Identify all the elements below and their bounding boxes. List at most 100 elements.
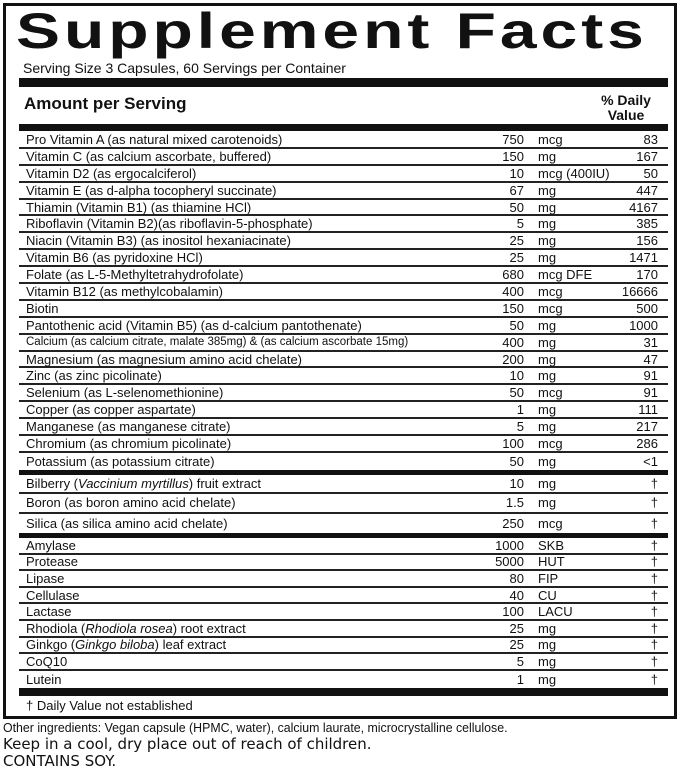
nutrient-daily-value: † [650, 604, 658, 620]
nutrient-daily-value: † [650, 515, 658, 531]
nutrient-name: Vitamin D2 (as ergocalciferol) [26, 165, 197, 181]
nutrient-daily-value: 91 [643, 368, 658, 384]
nutrient-daily-value: 111 [638, 402, 658, 418]
nutrient-daily-value: 286 [636, 435, 658, 451]
nutrient-daily-value: 83 [643, 131, 658, 147]
nutrient-name: Protease [26, 554, 79, 570]
nutrient-name: Selenium (as L-selenomethionine) [26, 385, 224, 401]
nutrient-amount: 10 [509, 476, 524, 492]
nutrient-row: Vitamin D2 (as ergocalciferol) 10 mcg (400… [19, 166, 668, 183]
other-ingredients: Other ingredients: Vegan capsule (HPMC, … [3, 720, 508, 735]
nutrient-name: Calcium (as calcium citrate, malate 385m… [26, 336, 409, 349]
nutrient-unit: mg [538, 402, 557, 418]
nutrient-daily-value: 91 [643, 385, 658, 401]
nutrient-amount: 25 [509, 233, 524, 249]
nutrient-daily-value: † [650, 476, 658, 492]
nutrient-unit: mcg DFE [538, 267, 593, 283]
nutrient-row: Protease 5000 HUT † [19, 554, 668, 572]
nutrient-unit: SKB [538, 537, 565, 553]
nutrient-amount: 50 [509, 317, 524, 333]
nutrient-amount: 25 [509, 637, 524, 653]
nutrient-unit: mg [538, 368, 557, 384]
nutrient-name: Vitamin C (as calcium ascorbate, buffere… [26, 148, 272, 164]
nutrient-unit: mg [538, 653, 557, 669]
nutrient-daily-value: 500 [636, 300, 658, 316]
nutrient-amount: 40 [509, 587, 524, 603]
nutrient-unit: mcg [538, 515, 563, 531]
nutrient-unit: mg [538, 419, 557, 435]
nutrient-row: Copper (as copper aspartate) 1 mg 111 [19, 402, 668, 420]
nutrient-daily-value: <1 [643, 453, 658, 469]
nutrient-daily-value: 156 [636, 233, 658, 249]
nutrient-name: Lactase [26, 604, 72, 620]
nutrient-unit: CU [538, 587, 557, 603]
nutrient-unit: mg [538, 250, 557, 266]
nutrient-name: Niacin (Vitamin B3) (as inositol hexania… [26, 233, 291, 249]
thick-divider [19, 470, 668, 475]
thick-divider [19, 688, 668, 696]
nutrient-amount: 5 [516, 216, 524, 232]
nutrient-row: Selenium (as L-selenomethionine) 50 mcg 91 [19, 385, 668, 403]
nutrient-unit: mg [538, 233, 557, 249]
nutrient-name: Boron (as boron amino acid chelate) [26, 495, 236, 511]
nutrient-unit: mg [538, 216, 557, 232]
nutrient-row: Ginkgo (Ginkgo biloba) leaf extract 25 mg † [19, 637, 668, 655]
nutrient-amount: 1000 [495, 537, 524, 553]
nutrient-amount: 680 [502, 267, 524, 283]
nutrient-amount: 25 [509, 250, 524, 266]
nutrient-amount: 100 [502, 604, 524, 620]
dv-header-line1: % Daily [601, 92, 651, 108]
nutrient-unit: mg [538, 453, 557, 469]
nutrient-unit: LACU [538, 604, 573, 620]
storage-text: Keep in a cool, dry place out of reach o… [3, 735, 372, 753]
thick-divider [19, 124, 668, 131]
nutrient-amount: 400 [502, 334, 524, 350]
nutrient-unit: mg [538, 637, 557, 653]
nutrient-unit: mg [538, 351, 557, 367]
nutrient-daily-value: 447 [636, 182, 658, 198]
nutrient-amount: 50 [509, 453, 524, 469]
nutrient-name: Copper (as copper aspartate) [26, 402, 196, 418]
nutrient-name: Vitamin B6 (as pyridoxine HCl) [26, 250, 203, 266]
nutrient-row: Bilberry (Vaccinium myrtillus) fruit ext… [19, 475, 668, 495]
nutrient-name: Rhodiola (Rhodiola rosea) root extract [26, 620, 246, 636]
nutrient-unit: mg [538, 476, 557, 492]
nutrient-row: Cellulase 40 CU † [19, 588, 668, 605]
nutrient-name: Lutein [26, 671, 62, 687]
nutrient-unit: mcg [538, 435, 563, 451]
nutrient-row: Calcium (as calcium citrate, malate 385m… [19, 335, 668, 352]
nutrient-name: Chromium (as chromium picolinate) [26, 435, 232, 451]
vitamins-minerals-group: Pro Vitamin A (as natural mixed caroteno… [19, 132, 668, 470]
nutrient-row: Vitamin E (as d-alpha tocopheryl succina… [19, 183, 668, 200]
nutrient-name: Folate (as L-5-Methyltetrahydrofolate) [26, 267, 244, 283]
enzymes-group: Amylase 1000 SKB † Protease 5000 HUT † Lipase 80 F… [19, 538, 668, 687]
nutrient-row: Zinc (as zinc picolinate) 10 mg 91 [19, 368, 668, 386]
nutrient-row: Vitamin B12 (as methylcobalamin) 400 mcg 16… [19, 284, 668, 301]
nutrient-amount: 50 [509, 385, 524, 401]
nutrient-row: Amylase 1000 SKB † [19, 538, 668, 555]
nutrient-amount: 400 [502, 283, 524, 299]
nutrient-daily-value: 167 [636, 148, 658, 164]
nutrient-name: Amylase [26, 537, 76, 553]
nutrient-amount: 80 [509, 570, 524, 586]
nutrient-row: Potassium (as potassium citrate) 50 mg <1 [19, 453, 668, 470]
nutrient-name: Manganese (as manganese citrate) [26, 419, 231, 435]
nutrient-name: Vitamin E (as d-alpha tocopheryl succina… [26, 182, 277, 198]
nutrient-daily-value: † [650, 653, 658, 669]
nutrient-name: Potassium (as potassium citrate) [26, 453, 215, 469]
nutrient-row: Riboflavin (Vitamin B2)(as riboflavin-5-… [19, 216, 668, 234]
nutrient-amount: 5 [516, 419, 524, 435]
nutrient-unit: mcg [538, 131, 563, 147]
nutrient-name: CoQ10 [26, 653, 68, 669]
nutrient-row: Vitamin C (as calcium ascorbate, buffere… [19, 149, 668, 166]
nutrient-amount: 250 [502, 515, 524, 531]
nutrient-unit: mg [538, 199, 557, 215]
nutrient-name: Ginkgo (Ginkgo biloba) leaf extract [26, 637, 227, 653]
nutrient-unit: FIP [538, 570, 559, 586]
nutrient-row: Silica (as silica amino acid chelate) 250… [19, 514, 668, 533]
nutrient-daily-value: † [650, 637, 658, 653]
nutrient-row: Vitamin B6 (as pyridoxine HCl) 25 mg 1471 [19, 250, 668, 268]
nutrient-row: Lactase 100 LACU † [19, 604, 668, 621]
dv-header-line2: Value [607, 107, 645, 123]
nutrient-amount: 150 [502, 300, 524, 316]
